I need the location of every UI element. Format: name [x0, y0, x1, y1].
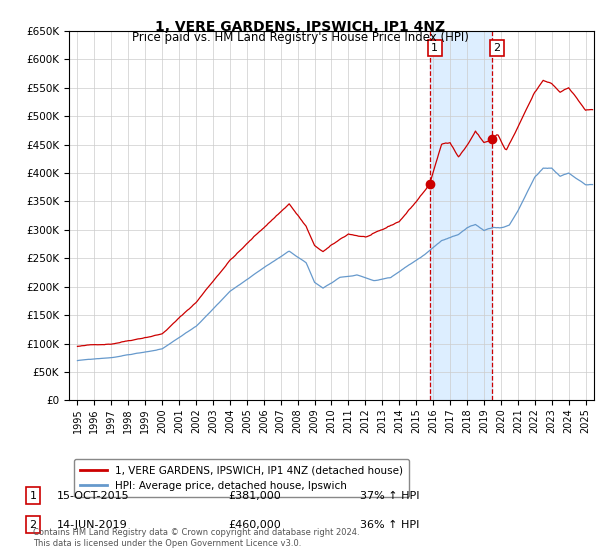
Bar [430, 31, 491, 400]
Text: 2: 2 [29, 520, 37, 530]
Text: £381,000: £381,000 [228, 491, 281, 501]
Text: 1, VERE GARDENS, IPSWICH, IP1 4NZ: 1, VERE GARDENS, IPSWICH, IP1 4NZ [155, 20, 445, 34]
Text: 15-OCT-2015: 15-OCT-2015 [57, 491, 130, 501]
Text: Price paid vs. HM Land Registry's House Price Index (HPI): Price paid vs. HM Land Registry's House … [131, 31, 469, 44]
Text: 14-JUN-2019: 14-JUN-2019 [57, 520, 128, 530]
Text: 37% ↑ HPI: 37% ↑ HPI [360, 491, 419, 501]
Legend: 1, VERE GARDENS, IPSWICH, IP1 4NZ (detached house), HPI: Average price, detached: 1, VERE GARDENS, IPSWICH, IP1 4NZ (detac… [74, 459, 409, 497]
Text: 1: 1 [29, 491, 37, 501]
Text: 36% ↑ HPI: 36% ↑ HPI [360, 520, 419, 530]
Text: 1: 1 [431, 43, 438, 53]
Text: 2: 2 [493, 43, 500, 53]
Text: Contains HM Land Registry data © Crown copyright and database right 2024.
This d: Contains HM Land Registry data © Crown c… [33, 528, 359, 548]
Text: £460,000: £460,000 [228, 520, 281, 530]
